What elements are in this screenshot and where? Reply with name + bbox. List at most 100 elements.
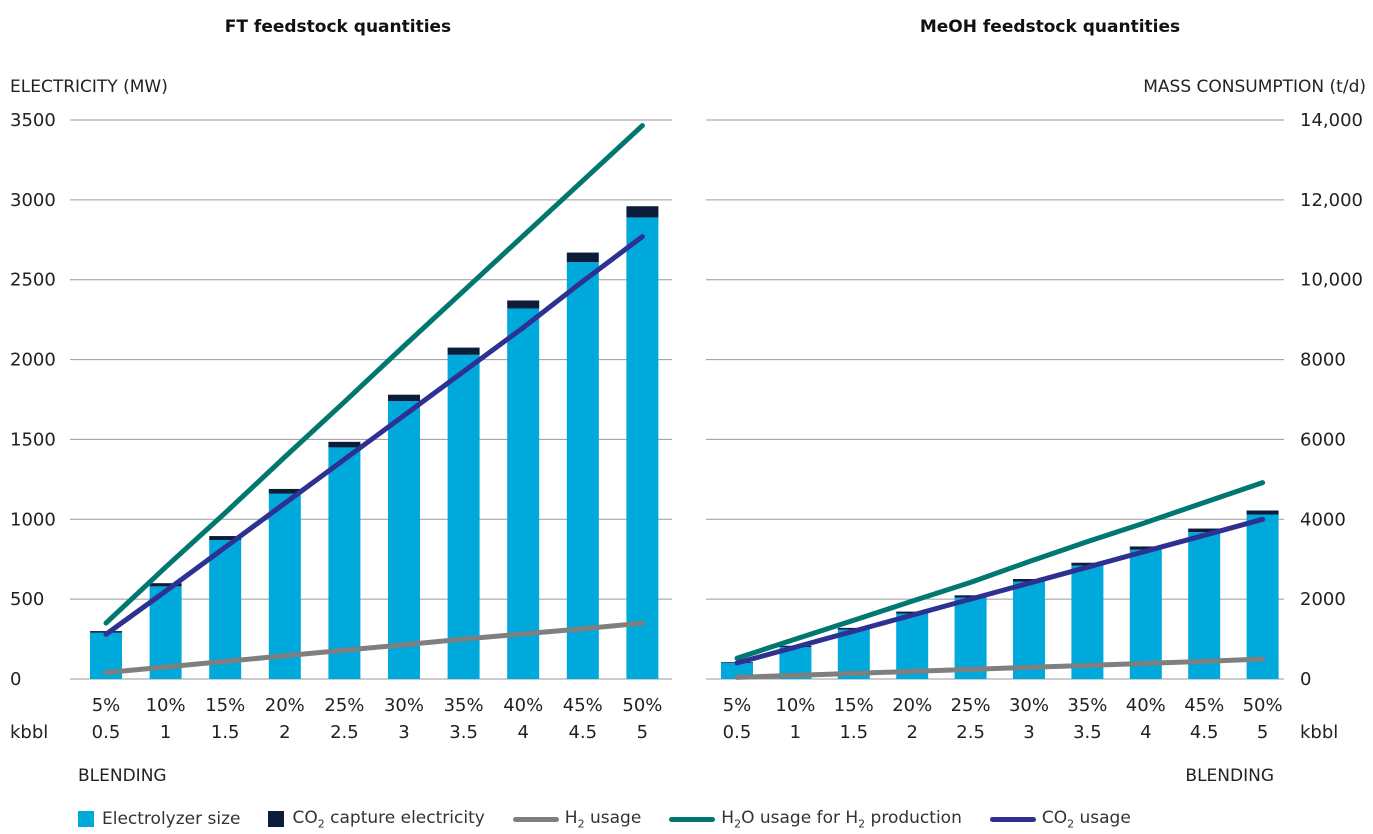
bar-electrolyzer <box>268 493 301 679</box>
x-tick-label: 45% <box>563 695 603 716</box>
x-axis-title: BLENDING <box>78 766 167 786</box>
bar-electrolyzer <box>1246 514 1279 679</box>
left-tick-label: 3000 <box>10 190 56 211</box>
right-tick-label: 2000 <box>1300 589 1346 610</box>
x-tick-label: 40% <box>1126 695 1166 716</box>
x-axis-title: BLENDING <box>1185 766 1274 786</box>
x-tick-kbbl: 0.5 <box>723 722 752 743</box>
x-tick-label: 45% <box>1184 695 1224 716</box>
bar-electrolyzer <box>954 597 987 679</box>
x-tick-kbbl: 3.5 <box>1073 722 1102 743</box>
x-tick-kbbl: 5 <box>637 722 648 743</box>
legend-swatch <box>512 816 559 822</box>
right-tick-label: 6000 <box>1300 429 1346 450</box>
x-tick-label: 30% <box>1009 695 1049 716</box>
kbbl-row-label: kbbl <box>1300 722 1338 743</box>
bar-electrolyzer <box>209 540 242 679</box>
x-tick-label: 50% <box>1243 695 1283 716</box>
bar-co2-capture <box>1129 546 1162 550</box>
right-tick-label: 14,000 <box>1300 110 1363 131</box>
legend-swatch <box>78 811 94 828</box>
bar-electrolyzer <box>566 262 599 679</box>
legend-text: H <box>721 808 735 828</box>
line-co2-usage <box>734 516 1266 666</box>
right-tick-label: 12,000 <box>1300 190 1363 211</box>
bar-co2-capture <box>1188 528 1221 533</box>
left-tick-label: 500 <box>10 589 44 610</box>
line-co2-usage <box>103 234 645 637</box>
bar-electrolyzer <box>626 217 659 679</box>
legend-subscript: 2 <box>734 817 742 831</box>
legend-item-h2-usage: H2 usage <box>512 808 642 831</box>
bar-co2-capture <box>1071 562 1104 566</box>
left-tick-label: 3500 <box>10 110 56 131</box>
x-tick-label: 35% <box>444 695 484 716</box>
chart-title: FT feedstock quantities <box>225 17 451 37</box>
x-tick-label: 20% <box>265 695 305 716</box>
legend-text: O usage for H <box>741 808 859 828</box>
x-tick-label: 50% <box>622 695 662 716</box>
legend-text: capture electricity <box>324 808 485 828</box>
left-tick-label: 2000 <box>10 350 56 371</box>
legend-text: usage <box>584 808 642 828</box>
x-tick-label: 20% <box>892 695 932 716</box>
x-tick-kbbl: 2 <box>279 722 290 743</box>
line-layer <box>103 123 1266 680</box>
x-tick-label: 10% <box>146 695 186 716</box>
legend-swatch <box>268 811 285 828</box>
legend-text: H <box>564 808 578 828</box>
right-axis-title: MASS CONSUMPTION (t/d) <box>1143 77 1366 97</box>
left-tick-label: 2500 <box>10 270 56 291</box>
bar-co2-capture <box>268 488 301 494</box>
bar-co2-capture <box>209 536 242 541</box>
bar-co2-capture <box>388 394 420 402</box>
bar-co2-capture <box>954 595 987 598</box>
line-h2o-usage <box>734 480 1266 661</box>
legend-text: Electrolyzer size <box>102 809 241 830</box>
bar-electrolyzer <box>1071 565 1104 679</box>
bar-co2-capture <box>626 206 659 218</box>
bar-electrolyzer <box>1188 532 1221 679</box>
x-tick-kbbl: 4.5 <box>1190 722 1219 743</box>
x-tick-label: 25% <box>951 695 991 716</box>
right-tick-label: 10,000 <box>1300 270 1363 291</box>
legend-text: production <box>865 808 962 828</box>
legend-text: CO <box>292 808 318 828</box>
right-tick-label: 8000 <box>1300 350 1346 371</box>
x-tick-label: 10% <box>775 695 815 716</box>
legend-subscript: 2 <box>317 817 325 831</box>
bar-electrolyzer <box>328 447 361 679</box>
bar-co2-capture <box>1246 510 1279 515</box>
bar-layer <box>90 206 1279 679</box>
x-tick-kbbl: 4.5 <box>568 722 597 743</box>
left-tick-label: 1000 <box>10 509 56 530</box>
legend-subscript: 2 <box>858 817 866 831</box>
legend-text: usage <box>1074 808 1131 828</box>
kbbl-row-label: kbbl <box>10 722 48 743</box>
bar-co2-capture <box>149 583 182 587</box>
bar-co2-capture <box>507 300 540 309</box>
bar-electrolyzer <box>1129 549 1162 679</box>
legend-label: H2O usage for H2 production <box>721 808 962 830</box>
x-tick-label: 40% <box>503 695 543 716</box>
x-tick-label: 5% <box>92 695 121 716</box>
right-tick-label: 0 <box>1300 669 1311 690</box>
x-tick-kbbl: 1.5 <box>839 722 868 743</box>
bar-co2-capture <box>1013 579 1045 582</box>
x-tick-label: 15% <box>205 695 245 716</box>
legend-subscript: 2 <box>577 817 585 831</box>
bar-electrolyzer <box>388 401 420 679</box>
legend-swatch <box>669 816 716 822</box>
bar-electrolyzer <box>896 613 929 679</box>
x-tick-kbbl: 1.5 <box>211 722 240 743</box>
line-h2-usage <box>103 620 645 676</box>
x-tick-kbbl: 3.5 <box>449 722 478 743</box>
legend-item-h2o-usage: H2O usage for H2 production <box>669 808 962 830</box>
bar-electrolyzer <box>1013 581 1045 679</box>
x-tick-kbbl: 2 <box>906 722 917 743</box>
chart-canvas: 0 0 500 2000 1000 4000 1500 6000 2000 8000 2500 10,… <box>10 17 1366 786</box>
right-tick-label: 4000 <box>1300 509 1346 530</box>
legend-label: CO2 usage <box>1042 808 1131 830</box>
legend-label: CO2 capture electricity <box>292 808 484 830</box>
